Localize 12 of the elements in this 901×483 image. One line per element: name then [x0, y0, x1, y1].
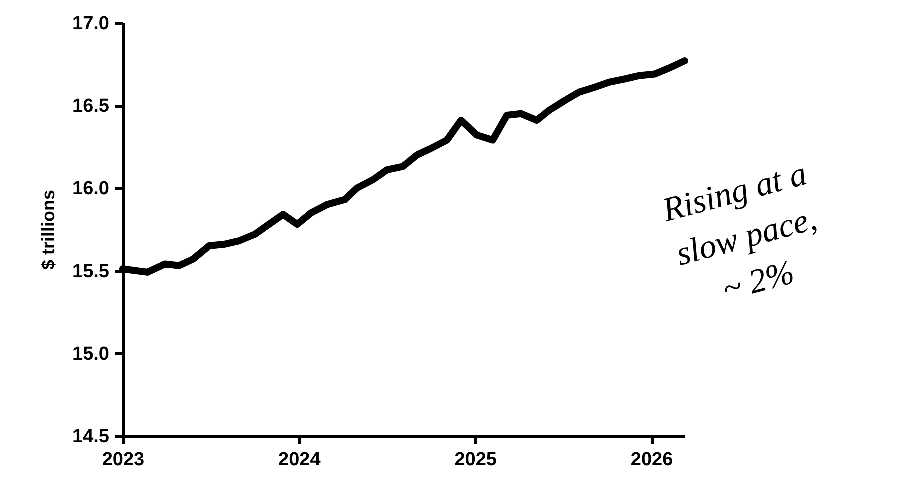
y-axis-title: $ trillions: [38, 190, 59, 270]
y-tick-label: 15.5: [72, 261, 110, 282]
x-tick-label: 2025: [454, 450, 498, 470]
x-tick-label: 2024: [278, 450, 322, 470]
y-tick-label: 16.5: [72, 96, 110, 118]
y-tick-label: 16.0: [72, 178, 110, 200]
y-tick-label: 14.5: [72, 426, 110, 448]
x-tick-label: 2023: [102, 450, 145, 470]
annotation: Rising at a slow pace, ~ 2%: [658, 156, 821, 309]
y-tick-label: 15.0: [72, 344, 110, 365]
x-tick-label: 2026: [630, 450, 674, 470]
y-tick-label: 17.0: [72, 14, 110, 34]
